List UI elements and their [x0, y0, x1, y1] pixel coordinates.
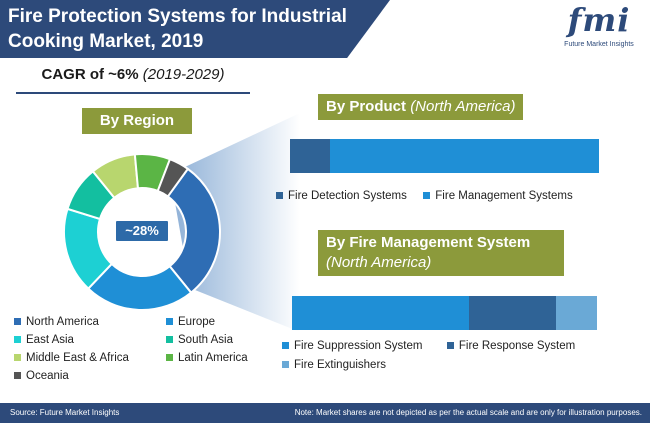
bar-segment-fire-suppression-system — [292, 296, 469, 330]
title-line-2: Cooking Market, 2019 — [8, 31, 204, 52]
fire-suppression-swatch — [282, 342, 289, 350]
bar-segment-fire-management-systems — [330, 139, 599, 173]
by-fms-subtitle: (North America) — [326, 254, 432, 271]
by-product-subtitle: (North America) — [410, 98, 516, 115]
title-banner — [0, 0, 390, 58]
fire-extinguishers-legend-label: Fire Extinguishers — [294, 359, 387, 371]
cagr-text: CAGR of ~6% (2019-2029) — [16, 66, 250, 83]
legend-swatch — [14, 354, 21, 362]
legend-item-latin-america: Latin America — [166, 352, 248, 364]
footer-source: Source: Future Market Insights — [10, 408, 120, 417]
footer-note: Note: Market shares are not depicted as … — [294, 408, 642, 417]
cagr-divider — [16, 92, 250, 94]
legend-swatch — [14, 372, 21, 380]
fire-suppression-legend-label: Fire Suppression System — [294, 340, 423, 352]
fire-response-legend-label: Fire Response System — [458, 340, 576, 352]
by-product-label: By Product (North America) — [318, 94, 524, 120]
donut-slice-oceania — [156, 157, 190, 198]
legend-item-north-america: North America — [14, 316, 99, 328]
by-fms-label: By Fire Management System (North America… — [318, 230, 564, 276]
bar-segment-fire-detection-systems — [290, 139, 331, 173]
fms-legend-row-2: Fire Extinguishers — [282, 359, 386, 371]
by-region-label: By Region — [82, 108, 192, 134]
logo-subtitle: Future Market Insights — [564, 41, 634, 48]
fire-detection-legend-label: Fire Detection Systems — [288, 190, 407, 202]
product-bar — [290, 139, 599, 173]
legend-item-east-asia: East Asia — [14, 334, 74, 346]
fire-management-swatch — [423, 192, 431, 200]
legend-item-europe: Europe — [166, 316, 215, 328]
legend-label: North America — [26, 316, 99, 328]
fms-bar — [292, 296, 597, 330]
logo-text: fmi — [567, 1, 631, 39]
legend-swatch — [166, 336, 173, 344]
page-title: Fire Protection Systems for Industrial C… — [8, 4, 378, 54]
donut-slice-north-america — [166, 167, 221, 295]
legend-label: Middle East & Africa — [26, 352, 129, 364]
fmi-logo: fmi Future Market Insights — [553, 2, 645, 54]
legend-swatch — [14, 318, 21, 326]
legend-item-oceania: Oceania — [14, 370, 69, 382]
legend-label: Latin America — [178, 352, 248, 364]
bar-segment-fire-response-system — [469, 296, 557, 330]
fire-extinguishers-swatch — [282, 361, 289, 369]
north-america-share-callout: ~28% — [115, 220, 169, 242]
legend-label: South Asia — [178, 334, 233, 346]
legend-swatch — [166, 318, 173, 326]
legend-swatch — [14, 336, 21, 344]
cagr-period: (2019-2029) — [142, 66, 225, 83]
cagr-banner: CAGR of ~6% (2019-2029) — [16, 66, 250, 96]
header: Fire Protection Systems for Industrial C… — [0, 0, 650, 58]
legend-label: Oceania — [26, 370, 69, 382]
product-legend: Fire Detection Systems Fire Management S… — [276, 190, 573, 202]
region-donut-chart — [63, 153, 221, 311]
title-line-1: Fire Protection Systems for Industrial — [8, 6, 347, 27]
legend-label: East Asia — [26, 334, 74, 346]
fire-management-legend-label: Fire Management Systems — [435, 190, 573, 202]
bar-segment-fire-extinguishers — [556, 296, 597, 330]
by-product-title: By Product — [326, 98, 407, 115]
fire-response-swatch — [446, 342, 454, 350]
legend-swatch — [166, 354, 173, 362]
fire-detection-swatch — [276, 192, 283, 200]
cagr-label: CAGR of ~6% — [41, 66, 139, 83]
fms-legend-row-1: Fire Suppression System Fire Response Sy… — [282, 340, 575, 352]
legend-item-south-asia: South Asia — [166, 334, 233, 346]
by-fms-title: By Fire Management System — [326, 234, 531, 251]
legend-item-middle-east-africa: Middle East & Africa — [14, 352, 129, 364]
footer: Source: Future Market Insights Note: Mar… — [0, 403, 650, 423]
legend-label: Europe — [178, 316, 216, 328]
